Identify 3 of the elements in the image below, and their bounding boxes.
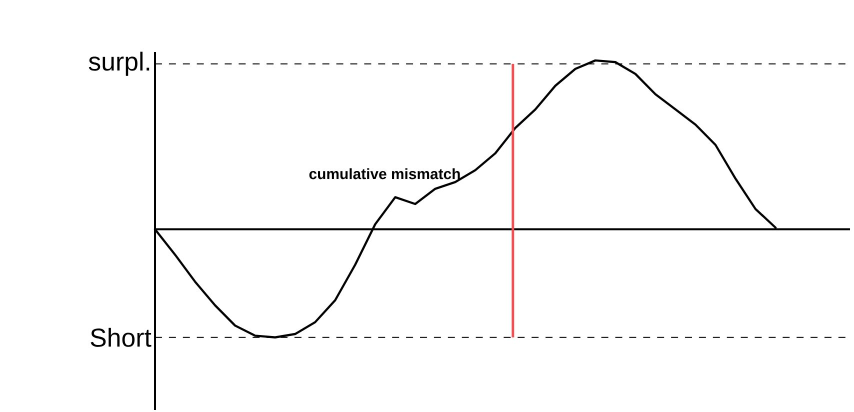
ref-line-label: surpl. (88, 52, 150, 76)
annotation: cumulative mismatch (309, 168, 460, 180)
ref-line-label: Short (90, 328, 152, 347)
